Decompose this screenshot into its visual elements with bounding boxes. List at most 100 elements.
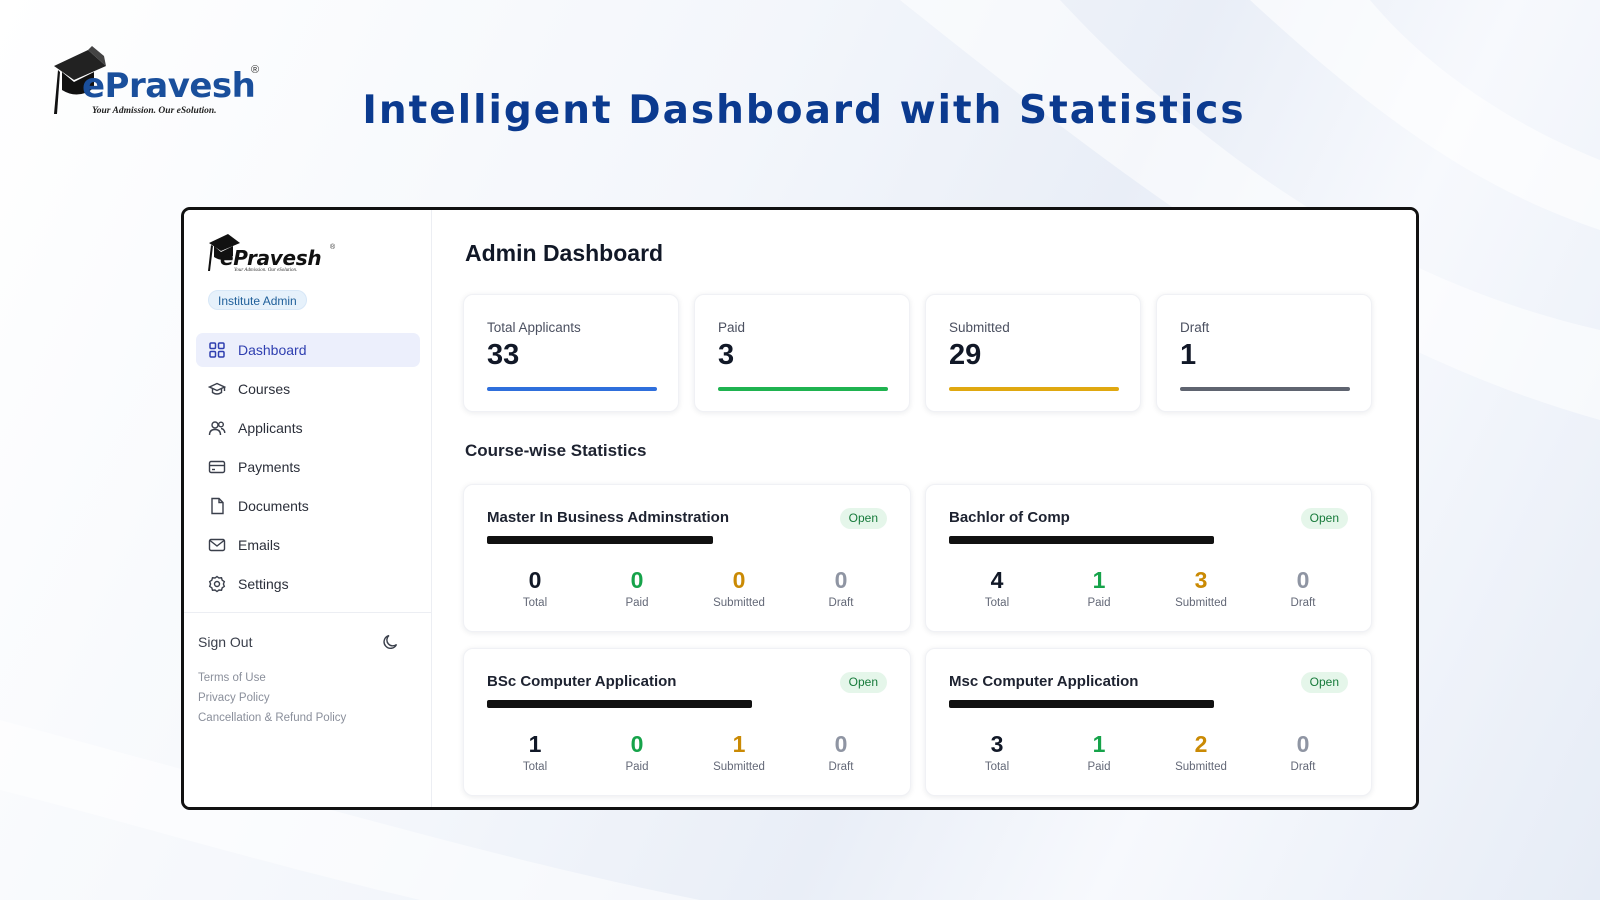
stat-card-draft: Draft 1 <box>1156 294 1372 412</box>
page-title: Admin Dashboard <box>465 240 664 266</box>
redacted-details <box>487 536 713 544</box>
role-badge: Institute Admin <box>208 290 307 310</box>
moon-icon[interactable] <box>382 633 400 651</box>
metric-draft-value: 0 <box>834 567 848 593</box>
sidebar-item-courses[interactable]: Courses <box>196 372 420 406</box>
stat-label: Draft <box>1180 320 1210 335</box>
metric-submitted-label: Submitted <box>1175 761 1227 773</box>
course-name: BSc Computer Application <box>487 673 677 690</box>
credit-card-icon <box>208 458 226 476</box>
stat-label: Total Applicants <box>487 320 581 335</box>
app-window: ePravesh ® Your Admission. Our eSolution… <box>181 207 1419 810</box>
graduation-cap-logo-icon <box>54 46 106 114</box>
sidebar-item-settings[interactable]: Settings <box>196 567 420 601</box>
metric-paid-value: 0 <box>630 567 644 593</box>
course-metrics: 1 Total 0 Paid 1 Submitted 0 Draft <box>484 731 894 773</box>
stat-value: 1 <box>1180 339 1197 371</box>
course-metrics: 3 Total 1 Paid 2 Submitted 0 Draft <box>946 731 1356 773</box>
footer-links: Terms of Use Privacy Policy Cancellation… <box>198 672 346 732</box>
terms-of-use-link[interactable]: Terms of Use <box>198 672 266 684</box>
graduation-cap-icon <box>208 380 226 398</box>
sidebar-item-dashboard[interactable]: Dashboard <box>196 333 420 367</box>
sidebar-logo-wordmark: ePravesh <box>220 246 322 270</box>
course-metrics: 0 Total 0 Paid 0 Submitted 0 Draft <box>484 567 894 609</box>
metric-submitted-label: Submitted <box>1175 597 1227 609</box>
metric-submitted-value: 2 <box>1194 731 1208 757</box>
metric-draft-label: Draft <box>828 761 854 773</box>
redacted-details <box>949 536 1214 544</box>
metric-draft-value: 0 <box>1296 731 1310 757</box>
graduation-cap-logo-icon <box>208 234 240 271</box>
metric-paid-label: Paid <box>1087 597 1111 609</box>
metric-paid-label: Paid <box>625 761 649 773</box>
sidebar-logo[interactable]: ePravesh ® Your Admission. Our eSolution… <box>206 230 336 276</box>
brand-tagline: Your Admission. Our eSolution. <box>92 106 217 116</box>
brand-logo: ePravesh ® Your Admission. Our eSolution… <box>48 44 268 118</box>
refund-policy-link[interactable]: Cancellation & Refund Policy <box>198 712 347 724</box>
sidebar: ePravesh ® Your Admission. Our eSolution… <box>184 210 432 807</box>
course-metrics: 4 Total 1 Paid 3 Submitted 0 Draft <box>946 567 1356 609</box>
sidebar-item-label: Applicants <box>238 420 303 436</box>
metric-draft-label: Draft <box>828 597 854 609</box>
metric-total-label: Total <box>522 761 548 773</box>
course-name: Master In Business Adminstration <box>487 509 729 526</box>
stat-value: 33 <box>487 339 520 371</box>
metric-total-label: Total <box>984 761 1010 773</box>
section-title: Course-wise Statistics <box>465 441 647 460</box>
grid-icon <box>208 341 226 359</box>
stat-card-total-applicants: Total Applicants 33 <box>463 294 679 412</box>
metric-draft-label: Draft <box>1290 761 1316 773</box>
sidebar-item-emails[interactable]: Emails <box>196 528 420 562</box>
sidebar-logo-registered: ® <box>330 244 336 251</box>
sidebar-item-payments[interactable]: Payments <box>196 450 420 484</box>
stat-accent-bar <box>1180 387 1350 391</box>
metric-submitted-value: 0 <box>732 567 746 593</box>
sidebar-item-documents[interactable]: Documents <box>196 489 420 523</box>
metric-submitted-value: 1 <box>732 731 746 757</box>
stat-card-submitted: Submitted 29 <box>925 294 1141 412</box>
metric-submitted-label: Submitted <box>713 761 765 773</box>
mail-icon <box>208 536 226 554</box>
metric-total-value: 1 <box>528 731 542 757</box>
course-card[interactable]: Msc Computer Application Open 3 Total 1 Pa… <box>925 648 1372 796</box>
stat-label: Submitted <box>949 320 1010 335</box>
metric-total-value: 4 <box>990 567 1004 593</box>
sidebar-logo-tagline: Your Admission. Our eSolution. <box>234 268 298 273</box>
status-badge: Open <box>1300 508 1348 529</box>
sidebar-item-applicants[interactable]: Applicants <box>196 411 420 445</box>
sidebar-item-label: Payments <box>238 459 301 475</box>
main-content: Admin Dashboard Total Applicants 33 Paid… <box>432 210 1416 807</box>
users-icon <box>208 419 226 437</box>
course-card[interactable]: BSc Computer Application Open 1 Total 0 Pa… <box>463 648 911 796</box>
sidebar-divider <box>184 612 432 613</box>
brand-registered-mark: ® <box>251 64 260 76</box>
metric-draft-label: Draft <box>1290 597 1316 609</box>
stat-accent-bar <box>487 387 657 391</box>
gear-icon <box>208 575 226 593</box>
metric-total-label: Total <box>984 597 1010 609</box>
course-name: Msc Computer Application <box>949 673 1139 690</box>
document-icon <box>208 497 226 515</box>
course-card[interactable]: Bachlor of Comp Open 4 Total 1 Paid 3 Submi… <box>925 484 1372 632</box>
course-card[interactable]: Master In Business Adminstration Open 0 T… <box>463 484 911 632</box>
sidebar-item-label: Courses <box>238 381 291 397</box>
metric-paid-value: 0 <box>630 731 644 757</box>
metric-draft-value: 0 <box>1296 567 1310 593</box>
sign-out-button[interactable]: Sign Out <box>198 634 253 650</box>
sidebar-item-label: Emails <box>238 537 281 553</box>
metric-draft-value: 0 <box>834 731 848 757</box>
status-badge: Open <box>1300 672 1348 693</box>
stat-value: 29 <box>949 339 982 371</box>
privacy-policy-link[interactable]: Privacy Policy <box>198 692 270 704</box>
metric-paid-value: 1 <box>1092 567 1106 593</box>
redacted-details <box>949 700 1214 708</box>
course-name: Bachlor of Comp <box>949 509 1070 526</box>
stat-card-paid: Paid 3 <box>694 294 910 412</box>
sidebar-item-label: Documents <box>238 498 309 514</box>
metric-total-value: 3 <box>990 731 1004 757</box>
promo-title: Intelligent Dashboard with Statistics <box>362 88 1246 133</box>
status-badge: Open <box>839 508 887 529</box>
status-badge: Open <box>839 672 887 693</box>
redacted-details <box>487 700 752 708</box>
metric-submitted-value: 3 <box>1194 567 1208 593</box>
